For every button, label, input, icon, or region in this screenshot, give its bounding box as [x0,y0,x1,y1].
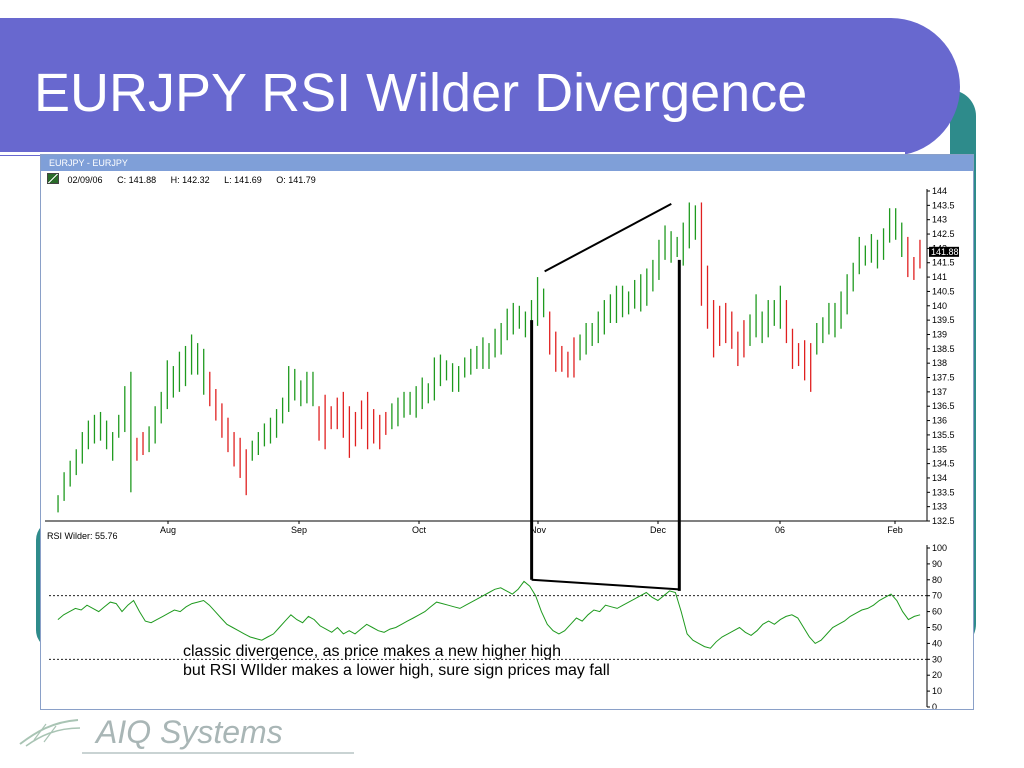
price-y-tick-label: 140 [932,301,947,311]
month-tick-label: Oct [412,525,427,535]
price-y-tick-label: 133 [932,502,947,512]
last-price-tag-label: 141.88 [931,247,959,257]
month-tick-label: Aug [160,525,176,535]
quote-bar: 02/09/06 C: 141.88 H: 142.32 L: 141.69 O… [47,173,328,185]
last-price-tag [929,246,959,257]
price-y-tick-label: 132.5 [932,516,955,526]
quote-high: H: 142.32 [170,175,210,185]
price-divergence-line [544,203,672,273]
rsi-y-tick-label: 70 [932,591,942,601]
price-y-tick-label: 133.5 [932,487,955,497]
month-tick-label: Sep [291,525,307,535]
month-tick-label: Dec [650,525,667,535]
price-y-tick-label: 139.5 [932,315,955,325]
price-y-tick-label: 135 [932,444,947,454]
chart-window: EURJPY - EURJPY 02/09/06 C: 141.88 H: 14… [40,154,974,710]
quote-open: O: 141.79 [276,175,316,185]
price-y-tick-label: 138 [932,358,947,368]
price-y-tick-label: 141.5 [932,258,955,268]
price-y-tick-label: 137.5 [932,373,955,383]
price-y-tick-label: 144 [932,186,947,196]
price-y-tick-label: 143 [932,215,947,225]
quote-date: 02/09/06 [67,175,103,185]
month-tick-label: 06 [775,525,785,535]
price-y-tick-label: 136.5 [932,401,955,411]
annotation-line-2: but RSI WIlder makes a lower high, sure … [183,662,610,679]
rsi-y-tick-label: 80 [932,575,942,585]
rsi-y-tick-label: 20 [932,670,942,680]
quote-low: L: 141.69 [224,175,262,185]
window-titlebar[interactable]: EURJPY - EURJPY [41,155,973,171]
page-title: EURJPY RSI Wilder Divergence [34,63,808,123]
chart-canvas: 144143.5143142.5142141.5141140.5140139.5… [45,186,959,709]
chart-type-icon[interactable] [47,173,59,184]
title-underline [0,152,905,155]
rsi-y-tick-label: 30 [932,654,942,664]
price-y-tick-label: 134.5 [932,459,955,469]
divergence-annotation: classic divergence, as price makes a new… [183,642,610,680]
price-y-tick-label: 137 [932,387,947,397]
price-y-tick-label: 135.5 [932,430,955,440]
month-tick-label: Nov [530,525,547,535]
rsi-y-tick-label: 90 [932,559,942,569]
price-y-tick-label: 141 [932,272,947,282]
title-banner: EURJPY RSI Wilder Divergence [0,18,960,156]
month-tick-label: Feb [887,525,903,535]
rsi-label: RSI Wilder: 55.76 [47,531,118,541]
price-y-tick-label: 142.5 [932,229,955,239]
price-y-tick-label: 136 [932,416,947,426]
price-y-tick-label: 140.5 [932,286,955,296]
price-y-tick-label: 143.5 [932,200,955,210]
footer-logo: AIQ Systems [16,710,354,756]
price-y-tick-label: 139 [932,329,947,339]
rsi-y-tick-label: 10 [932,686,942,696]
rsi-y-tick-label: 50 [932,623,942,633]
rsi-y-tick-label: 100 [932,543,947,553]
rsi-divergence-line [531,578,680,591]
annotation-line-1: classic divergence, as price makes a new… [183,643,561,660]
rsi-series-line [57,580,921,649]
rsi-y-tick-label: 60 [932,607,942,617]
company-name: AIQ Systems [96,714,283,750]
aiq-swoosh-icon [19,719,81,747]
price-y-tick-label: 138.5 [932,344,955,354]
quote-close: C: 141.88 [117,175,157,185]
footer-underline [82,752,354,754]
rsi-y-tick-label: 40 [932,638,942,648]
price-y-tick-label: 134 [932,473,947,483]
rsi-y-tick-label: 0 [932,702,937,709]
